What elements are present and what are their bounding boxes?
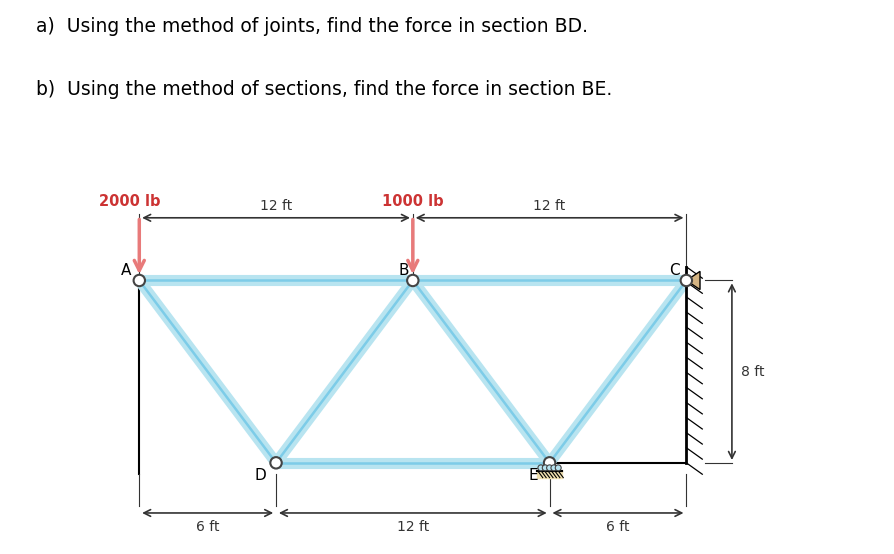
Circle shape [133,275,145,286]
Circle shape [538,465,544,471]
Text: D: D [254,468,266,483]
Circle shape [543,465,548,471]
Text: 6 ft: 6 ft [606,520,629,534]
Text: 12 ft: 12 ft [397,520,429,534]
Circle shape [551,465,557,471]
Text: 1000 lb: 1000 lb [382,194,443,209]
Text: 12 ft: 12 ft [534,199,566,213]
Circle shape [680,275,692,286]
Text: b)  Using the method of sections, find the force in section BE.: b) Using the method of sections, find th… [36,80,612,99]
Circle shape [555,465,561,471]
Circle shape [270,457,282,469]
Text: B: B [399,263,409,278]
Text: E: E [529,468,538,483]
Text: a)  Using the method of joints, find the force in section BD.: a) Using the method of joints, find the … [36,17,587,35]
Text: 8 ft: 8 ft [741,365,764,378]
Text: 2000 lb: 2000 lb [99,194,161,209]
Circle shape [546,465,552,471]
Text: A: A [121,263,131,278]
Polygon shape [687,271,700,290]
Text: 6 ft: 6 ft [196,520,219,534]
Text: 12 ft: 12 ft [260,199,292,213]
Circle shape [407,275,418,286]
Text: C: C [670,263,680,278]
Circle shape [544,457,555,469]
